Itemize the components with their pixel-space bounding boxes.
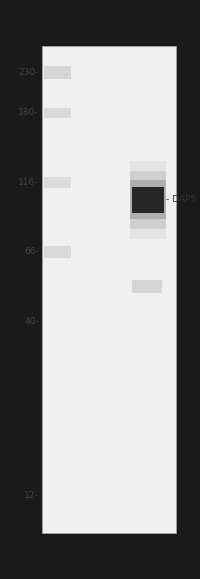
Text: 12-: 12- xyxy=(24,490,39,500)
Text: - DAP5: - DAP5 xyxy=(166,195,196,204)
Bar xyxy=(44,246,71,258)
Bar xyxy=(132,186,164,212)
Bar xyxy=(130,160,166,239)
Text: 180-: 180- xyxy=(18,108,39,118)
Text: 66-: 66- xyxy=(24,247,39,256)
Text: 116-: 116- xyxy=(18,178,39,187)
Text: 40-: 40- xyxy=(24,317,39,326)
Text: 230-: 230- xyxy=(18,68,39,77)
Bar xyxy=(44,66,71,79)
Bar xyxy=(130,171,166,229)
Bar xyxy=(132,280,162,293)
Bar xyxy=(44,177,71,188)
Bar xyxy=(130,180,166,219)
Bar xyxy=(42,46,176,533)
Bar xyxy=(44,108,71,118)
